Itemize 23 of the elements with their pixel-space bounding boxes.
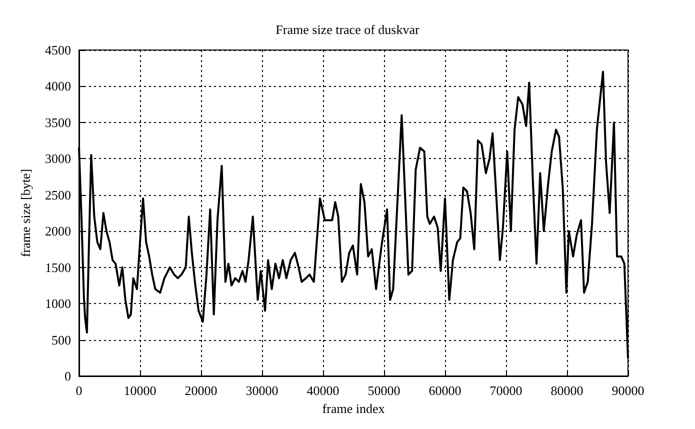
y-tick-label: 4000 bbox=[45, 78, 71, 94]
x-tick-label: 40000 bbox=[306, 383, 340, 398]
x-tick-label: 30000 bbox=[246, 383, 278, 398]
x-tick-label: 60000 bbox=[428, 383, 462, 398]
x-tick-label: 70000 bbox=[490, 383, 522, 398]
x-tick-label: 20000 bbox=[184, 383, 218, 398]
x-axis-title: frame index bbox=[322, 400, 386, 416]
x-tick-label: 50000 bbox=[368, 383, 400, 398]
y-tick-label: 3000 bbox=[45, 151, 71, 166]
x-tick-label: 10000 bbox=[124, 383, 156, 398]
x-tick-label: 0 bbox=[76, 383, 82, 398]
x-tick-label: 90000 bbox=[612, 383, 644, 398]
y-tick-label: 0 bbox=[64, 368, 71, 384]
y-tick-label: 2000 bbox=[45, 224, 71, 239]
x-tick-label: 80000 bbox=[550, 383, 584, 398]
y-tick-label: 3500 bbox=[45, 114, 71, 130]
chart-title: Frame size trace of duskvar bbox=[276, 22, 420, 37]
y-tick-label: 500 bbox=[52, 332, 71, 348]
y-axis-title: frame size [byte] bbox=[18, 168, 33, 258]
y-tick-label: 4500 bbox=[45, 42, 71, 58]
y-tick-label: 1000 bbox=[45, 296, 71, 312]
y-tick-label: 2500 bbox=[45, 187, 71, 202]
y-tick-label: 1500 bbox=[45, 260, 71, 275]
